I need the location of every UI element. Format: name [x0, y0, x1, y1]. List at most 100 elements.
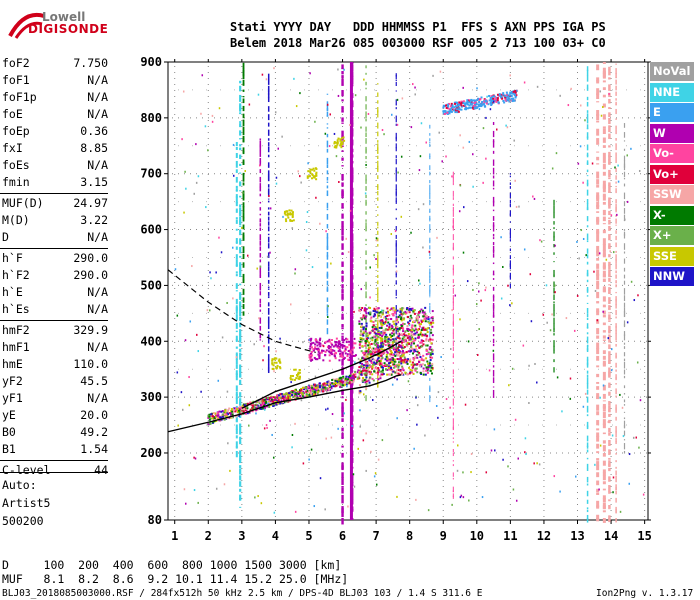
- echo-point: [359, 365, 362, 368]
- echo-point: [274, 398, 277, 401]
- echo-point: [264, 406, 267, 409]
- echo-point: [218, 410, 221, 413]
- echo-point: [368, 381, 371, 384]
- interference-line: [377, 221, 379, 226]
- interference-line: [602, 152, 606, 159]
- interference-line: [602, 453, 606, 457]
- echo-point: [421, 334, 424, 337]
- interference-line: [365, 284, 367, 290]
- echo-point: [401, 351, 404, 354]
- interference-line: [492, 389, 495, 396]
- interference-line: [395, 184, 397, 191]
- interference-line: [326, 328, 329, 335]
- param-label: yF1: [2, 391, 23, 405]
- interference-line: [235, 238, 238, 244]
- interference-line: [259, 275, 262, 279]
- interference-line: [429, 228, 431, 233]
- echo-point: [287, 395, 290, 398]
- x-tick-label: 11: [503, 529, 517, 543]
- echo-point: [384, 335, 387, 338]
- y-tick-label: 600: [140, 223, 162, 237]
- interference-line: [586, 345, 589, 353]
- interference-line: [267, 346, 270, 352]
- echo-point: [342, 384, 345, 387]
- echo-point: [277, 402, 280, 405]
- interference-line: [615, 441, 617, 445]
- interference-line: [395, 265, 397, 268]
- echo-point: [409, 348, 412, 351]
- param-label: C-level: [2, 463, 51, 477]
- echo-point: [291, 391, 294, 394]
- interference-line: [586, 87, 589, 91]
- interference-line: [615, 159, 617, 164]
- interference-line: [267, 233, 270, 236]
- echo-point: [383, 364, 386, 367]
- echo-point: [407, 332, 410, 335]
- interference-line: [586, 374, 589, 378]
- interference-line: [235, 394, 238, 400]
- echo-point: [340, 382, 343, 385]
- interference-line: [377, 155, 379, 159]
- interference-line: [602, 114, 606, 120]
- x-tick-label: 13: [570, 529, 584, 543]
- interference-line: [239, 94, 242, 102]
- interference-line: [239, 172, 242, 174]
- echo-point: [409, 360, 412, 363]
- interference-line: [267, 142, 270, 146]
- interference-line: [239, 220, 242, 226]
- interference-line: [326, 271, 329, 277]
- interference-line: [341, 284, 344, 289]
- echo-point: [365, 372, 368, 375]
- echo-point: [360, 317, 363, 320]
- echo-point: [317, 386, 320, 389]
- interference-line: [429, 369, 431, 372]
- echo-point: [346, 378, 349, 381]
- echo-point: [428, 340, 431, 343]
- param-label: hmF2: [2, 323, 30, 337]
- echo-point: [386, 356, 389, 359]
- echo-point: [430, 323, 433, 326]
- echo-point: [267, 403, 270, 406]
- param-label: hmE: [2, 357, 23, 371]
- param-row-h-e: h`E N/A: [2, 285, 108, 302]
- interference-line: [341, 243, 344, 250]
- echo-point: [351, 372, 354, 375]
- interference-line: [259, 286, 262, 291]
- echo-point: [358, 343, 361, 346]
- interference-line: [259, 265, 262, 273]
- echo-point: [381, 345, 384, 348]
- interference-line: [509, 203, 511, 206]
- interference-line: [615, 333, 617, 341]
- echo-point: [415, 367, 418, 370]
- echo-point: [431, 316, 434, 319]
- echo-point: [398, 360, 401, 363]
- echo-point: [212, 412, 215, 415]
- echo-point: [209, 417, 212, 420]
- interference-line: [623, 288, 626, 295]
- param-value: 290.0: [73, 268, 108, 282]
- echo-point: [362, 351, 365, 354]
- echo-point: [395, 327, 398, 330]
- interference-line: [341, 406, 344, 413]
- echo-point: [230, 408, 233, 411]
- interference-line: [242, 206, 245, 213]
- interference-line: [235, 330, 238, 333]
- interference-line: [608, 182, 611, 188]
- interference-line: [615, 388, 617, 395]
- interference-line: [377, 184, 379, 188]
- y-tick-label: 200: [140, 446, 162, 460]
- echo-point: [288, 392, 291, 395]
- interference-line: [395, 73, 397, 77]
- interference-line: [365, 155, 367, 160]
- interference-line: [586, 499, 589, 504]
- param-row-foe: foE N/A: [2, 107, 108, 124]
- echo-point: [279, 393, 282, 396]
- echo-point: [263, 403, 266, 406]
- echo-point: [416, 350, 419, 353]
- interference-line: [341, 71, 344, 75]
- interference-line: [492, 167, 495, 175]
- interference-line: [395, 200, 397, 204]
- interference-line: [602, 126, 606, 129]
- echo-point: [323, 382, 326, 385]
- interference-line: [492, 270, 495, 276]
